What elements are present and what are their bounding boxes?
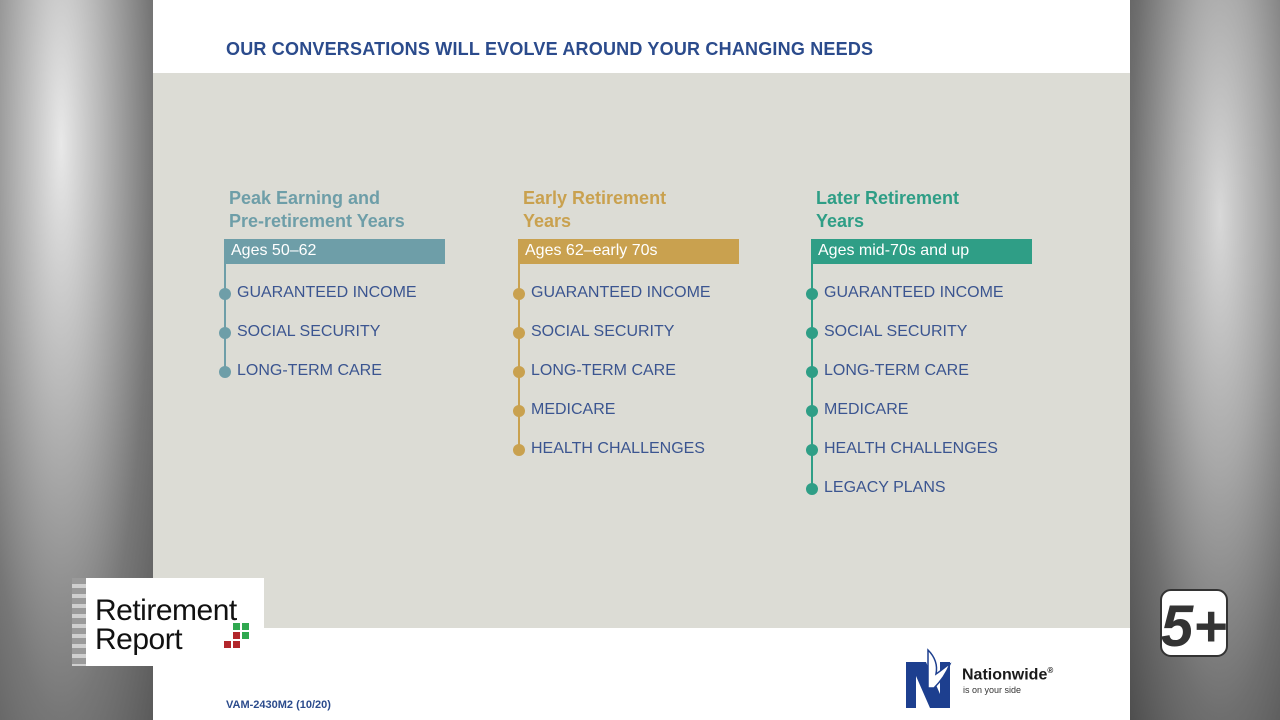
brand-name-text: Nationwide	[962, 666, 1048, 684]
topic-item: SOCIAL SECURITY	[531, 323, 675, 340]
content-panel	[153, 73, 1130, 628]
timeline-dot	[806, 483, 818, 495]
eagle-icon	[906, 648, 952, 708]
logo-text-line2: Report	[95, 623, 183, 656]
topic-item: LONG-TERM CARE	[824, 362, 969, 379]
timeline-line	[811, 239, 813, 489]
age-range-bar: Ages 62–early 70s	[518, 239, 739, 264]
timeline-dot	[219, 366, 231, 378]
document-code: VAM-2430M2 (10/20)	[226, 699, 331, 711]
topic-item: LEGACY PLANS	[824, 479, 946, 496]
timeline-dot	[513, 444, 525, 456]
topic-item: LONG-TERM CARE	[531, 362, 676, 379]
timeline-dot	[219, 288, 231, 300]
logo-text-line1: Retirement	[95, 594, 237, 627]
timeline-dot	[806, 366, 818, 378]
timeline-dot	[806, 327, 818, 339]
brand-tagline: is on your side	[963, 685, 1022, 695]
topic-item: GUARANTEED INCOME	[237, 284, 417, 301]
slide-footer	[153, 628, 1130, 720]
topic-item: MEDICARE	[531, 401, 616, 418]
topic-item: HEALTH CHALLENGES	[531, 440, 705, 457]
retirement-report-logo: Retirement Report	[72, 578, 264, 666]
timeline-dot	[806, 288, 818, 300]
column-pre-retirement: Peak Earning and Pre-retirement Years Ag…	[219, 187, 445, 379]
column-heading: Later Retirement Years	[816, 188, 960, 231]
topic-item: SOCIAL SECURITY	[824, 323, 968, 340]
brand-name: Nationwide®	[962, 666, 1053, 684]
channel-label: 5+	[1161, 594, 1227, 659]
topic-item: LONG-TERM CARE	[237, 362, 382, 379]
slide-title: OUR CONVERSATIONS WILL EVOLVE AROUND YOU…	[226, 39, 874, 59]
column-heading: Early Retirement Years	[523, 188, 667, 231]
timeline-dot	[219, 327, 231, 339]
timeline-dot	[806, 444, 818, 456]
column-early-retirement: Early Retirement Years Ages 62–early 70s…	[513, 187, 739, 457]
nationwide-logo: Nationwide® is on your side	[906, 648, 1076, 710]
logo-squares-icon	[224, 623, 249, 648]
presentation-slide: OUR CONVERSATIONS WILL EVOLVE AROUND YOU…	[153, 0, 1130, 720]
timeline-dot	[806, 405, 818, 417]
registered-mark: ®	[1047, 666, 1054, 675]
channel-5-plus-logo: 5+	[1160, 589, 1228, 659]
timeline-line	[518, 239, 520, 450]
topic-item: GUARANTEED INCOME	[824, 284, 1004, 301]
topic-item: HEALTH CHALLENGES	[824, 440, 998, 457]
slide-header: OUR CONVERSATIONS WILL EVOLVE AROUND YOU…	[153, 0, 1130, 73]
topic-item: SOCIAL SECURITY	[237, 323, 381, 340]
timeline-dot	[513, 366, 525, 378]
age-range-bar: Ages 50–62	[224, 239, 445, 264]
topic-item: GUARANTEED INCOME	[531, 284, 711, 301]
timeline-dot	[513, 288, 525, 300]
age-range-bar: Ages mid-70s and up	[811, 239, 1032, 264]
timeline-dot	[513, 405, 525, 417]
column-later-retirement: Later Retirement Years Ages mid-70s and …	[806, 187, 1032, 496]
timeline-line	[224, 239, 226, 372]
column-heading: Peak Earning and Pre-retirement Years	[229, 188, 405, 231]
logo-decorative-strip	[72, 578, 86, 666]
timeline-dot	[513, 327, 525, 339]
topic-item: MEDICARE	[824, 401, 909, 418]
